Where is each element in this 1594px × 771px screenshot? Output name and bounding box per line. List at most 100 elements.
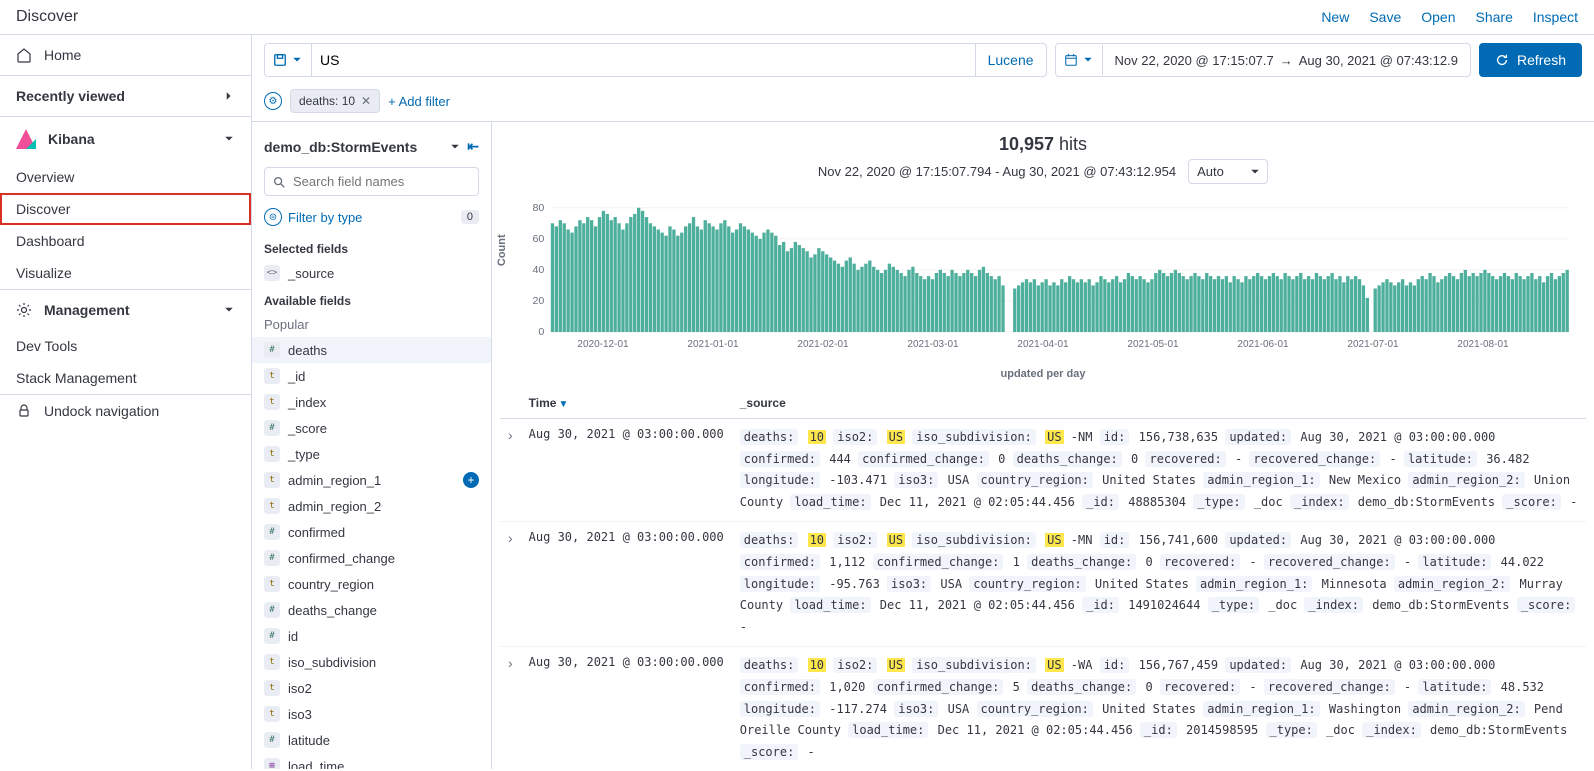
filter-by-type-count: 0 — [461, 210, 479, 224]
saved-query-button[interactable] — [265, 44, 312, 76]
chart-x-label: updated per day — [500, 364, 1586, 388]
refresh-label: Refresh — [1517, 52, 1566, 68]
row-source: deaths: 10 iso2: US iso_subdivision: US … — [732, 647, 1586, 769]
source-col-header[interactable]: _source — [732, 388, 1586, 419]
date-to: Aug 30, 2021 @ 07:43:12.9 — [1299, 53, 1458, 68]
header-action-open[interactable]: Open — [1421, 9, 1455, 25]
field-item-deaths-change[interactable]: #deaths_change — [252, 597, 491, 623]
chart-x-tick: 2021-04-01 — [1017, 339, 1068, 350]
nav-home-label: Home — [44, 47, 81, 63]
field-item--id[interactable]: t_id — [252, 363, 491, 389]
chart-x-tick: 2021-02-01 — [797, 339, 848, 350]
row-source: deaths: 10 iso2: US iso_subdivision: US … — [732, 522, 1586, 647]
arrow-right-icon: → — [1280, 53, 1293, 68]
field-item-id[interactable]: #id — [252, 623, 491, 649]
svg-text:60: 60 — [532, 234, 544, 245]
field-item--index[interactable]: t_index — [252, 389, 491, 415]
main: Lucene Nov 22, 2020 @ 17:15:07.7 → Aug 3… — [252, 35, 1594, 769]
hits-header: 10,957 hits Nov 22, 2020 @ 17:15:07.794 … — [500, 130, 1586, 196]
nav-undock[interactable]: Undock navigation — [0, 395, 251, 427]
header-action-new[interactable]: New — [1321, 9, 1349, 25]
chart-x-tick: 2021-08-01 — [1457, 339, 1508, 350]
collapse-icon[interactable]: ⇤ — [467, 138, 479, 155]
fields-panel: demo_db:StormEvents ⇤ ⊜ Filter by — [252, 122, 492, 769]
nav-kibana[interactable]: Kibana — [0, 117, 251, 161]
nav-kibana-visualize[interactable]: Visualize — [0, 257, 251, 289]
sidebar: Home Recently viewed Kibana OverviewDisc… — [0, 35, 252, 769]
expand-row-button[interactable]: › — [500, 522, 521, 647]
field-item-iso3[interactable]: tiso3 — [252, 701, 491, 727]
date-picker[interactable]: Nov 22, 2020 @ 17:15:07.7 → Aug 30, 2021… — [1055, 43, 1471, 77]
hits-label: hits — [1059, 134, 1087, 154]
field-item-admin-region-1[interactable]: tadmin_region_1+ — [252, 467, 491, 493]
nav-management[interactable]: Management — [0, 290, 251, 330]
field-item-confirmed[interactable]: #confirmed — [252, 519, 491, 545]
query-lang-toggle[interactable]: Lucene — [975, 44, 1046, 76]
selected-fields-heading: Selected fields — [252, 234, 491, 260]
filter-icon: ⊜ — [264, 208, 282, 226]
row-time: Aug 30, 2021 @ 03:00:00.000 — [521, 522, 732, 647]
field-item-confirmed-change[interactable]: #confirmed_change — [252, 545, 491, 571]
field-item-latitude[interactable]: #latitude — [252, 727, 491, 753]
nav-kibana-discover[interactable]: Discover — [0, 193, 251, 225]
results-panel: 10,957 hits Nov 22, 2020 @ 17:15:07.794 … — [492, 122, 1594, 769]
svg-text:80: 80 — [532, 203, 544, 214]
expand-row-button[interactable]: › — [500, 419, 521, 522]
header-action-share[interactable]: Share — [1476, 9, 1513, 25]
lock-icon — [16, 403, 32, 419]
field-item-iso2[interactable]: tiso2 — [252, 675, 491, 701]
index-pattern-selector[interactable]: demo_db:StormEvents ⇤ — [252, 130, 491, 163]
nav-recently-viewed[interactable]: Recently viewed — [0, 76, 251, 116]
chevron-right-icon — [223, 90, 235, 102]
field-item-deaths[interactable]: #deaths — [252, 337, 491, 363]
svg-text:20: 20 — [532, 296, 544, 307]
field-search-input[interactable] — [264, 167, 479, 196]
chevron-down-icon — [223, 304, 235, 316]
query-input[interactable] — [312, 44, 975, 76]
nav-management-label: Management — [44, 302, 130, 318]
field-item--type[interactable]: t_type — [252, 441, 491, 467]
field-item--score[interactable]: #_score — [252, 415, 491, 441]
date-quick-button[interactable] — [1056, 45, 1103, 75]
available-fields-heading: Available fields — [252, 286, 491, 312]
header-action-inspect[interactable]: Inspect — [1533, 9, 1578, 25]
nav-kibana-overview[interactable]: Overview — [0, 161, 251, 193]
histogram-chart[interactable]: Count 020406080 2020-12-012021-01-012021… — [508, 196, 1578, 356]
popular-heading: Popular — [252, 312, 491, 337]
add-field-icon[interactable]: + — [463, 472, 479, 488]
chevron-down-icon — [291, 54, 303, 66]
header-action-save[interactable]: Save — [1369, 9, 1401, 25]
header-actions: New Save Open Share Inspect — [1321, 9, 1578, 25]
close-icon[interactable]: ✕ — [361, 94, 371, 108]
chart-x-tick: 2021-05-01 — [1127, 339, 1178, 350]
nav-kibana-label: Kibana — [48, 131, 95, 147]
nav-mgmt-dev-tools[interactable]: Dev Tools — [0, 330, 251, 362]
chevron-down-icon — [1249, 166, 1261, 178]
date-from: Nov 22, 2020 @ 17:15:07.7 — [1115, 53, 1274, 68]
expand-row-button[interactable]: › — [500, 647, 521, 769]
row-source: deaths: 10 iso2: US iso_subdivision: US … — [732, 419, 1586, 522]
time-col-header[interactable]: Time▼ — [521, 388, 732, 419]
field-item-load-time[interactable]: ⊞load_time — [252, 753, 491, 769]
row-time: Aug 30, 2021 @ 03:00:00.000 — [521, 419, 732, 522]
chevron-down-icon — [1082, 54, 1094, 66]
field-item--source[interactable]: <>_source — [252, 260, 491, 286]
hits-range: Nov 22, 2020 @ 17:15:07.794 - Aug 30, 20… — [818, 164, 1176, 179]
refresh-button[interactable]: Refresh — [1479, 43, 1582, 77]
nav-kibana-dashboard[interactable]: Dashboard — [0, 225, 251, 257]
nav-home[interactable]: Home — [0, 35, 251, 75]
filter-pill[interactable]: deaths: 10 ✕ — [290, 89, 380, 113]
add-filter-button[interactable]: + Add filter — [388, 94, 450, 109]
nav-mgmt-stack-management[interactable]: Stack Management — [0, 362, 251, 394]
field-item-iso-subdivision[interactable]: tiso_subdivision — [252, 649, 491, 675]
date-range-display[interactable]: Nov 22, 2020 @ 17:15:07.7 → Aug 30, 2021… — [1103, 45, 1470, 76]
field-item-country-region[interactable]: tcountry_region — [252, 571, 491, 597]
field-item-admin-region-2[interactable]: tadmin_region_2 — [252, 493, 491, 519]
docs-table: Time▼ _source › Aug 30, 2021 @ 03:00:00.… — [500, 388, 1586, 769]
chevron-down-icon — [223, 133, 235, 145]
expand-col-header — [500, 388, 521, 419]
interval-select[interactable]: Auto — [1188, 159, 1268, 184]
filter-settings-icon[interactable]: ⚙ — [264, 92, 282, 110]
row-time: Aug 30, 2021 @ 03:00:00.000 — [521, 647, 732, 769]
filter-by-type-button[interactable]: ⊜ Filter by type 0 — [252, 200, 491, 234]
